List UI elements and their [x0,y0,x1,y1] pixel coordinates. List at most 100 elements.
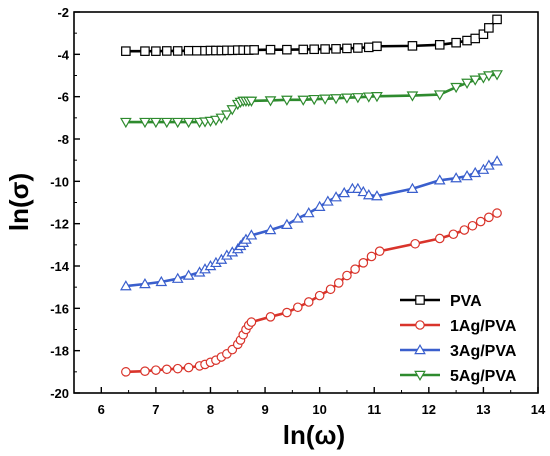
data-point [462,35,472,46]
data-point [182,117,195,129]
data-point [469,166,482,178]
y-tick-label: -8 [57,132,69,147]
data-point [469,75,482,86]
data-point [121,46,131,56]
data-point [162,364,172,375]
data-point [220,110,233,121]
data-point [353,43,363,53]
y-axis-label: ln(σ) [4,173,34,231]
series-2 [119,155,503,291]
data-point [492,208,502,218]
x-tick-label: 14 [531,402,546,417]
data-point [325,284,336,295]
legend-label: 3Ag/PVA [450,343,517,360]
data-point [162,46,172,56]
data-point [183,362,194,373]
data-point [371,190,383,201]
x-tick-label: 11 [367,402,381,417]
data-point [450,82,462,94]
data-point [366,251,377,262]
data-point [140,46,150,56]
data-point [150,117,162,129]
data-point [297,95,310,106]
x-tick-label: 10 [312,402,326,417]
data-point [160,117,173,129]
data-point [451,37,461,48]
data-point [249,45,259,55]
x-tick-label: 12 [422,402,436,417]
y-tick-label: -16 [50,301,69,316]
data-point [483,71,495,82]
data-point [265,311,276,322]
data-point [410,238,420,249]
legend-label: 5Ag/PVA [450,368,517,385]
data-point [362,92,375,103]
data-point [246,317,257,327]
data-point [293,302,303,313]
data-point [470,33,481,44]
y-tick-label: -18 [50,344,69,359]
data-point [491,70,503,81]
data-point [171,272,184,283]
data-point [308,94,321,106]
data-point [406,182,419,193]
data-point [151,46,161,56]
data-point [362,189,375,200]
data-point [320,44,330,54]
data-point [119,117,132,129]
x-tick-label: 7 [152,402,159,417]
x-tick-label: 8 [207,402,214,417]
data-point [434,233,445,244]
legend-label: PVA [450,293,482,310]
legend-marker [415,295,425,305]
data-point [351,93,364,104]
data-point [333,278,344,288]
data-point [298,44,309,55]
data-point [172,363,183,374]
y-tick-label: -6 [57,90,69,105]
data-point [319,94,331,105]
data-point [374,246,385,256]
data-point [265,44,276,55]
y-tick-label: -20 [50,386,69,401]
data-point [342,270,352,281]
data-point [264,223,277,235]
data-point [330,191,342,202]
data-point [245,229,258,240]
legend-label: 1Ag/PVA [450,318,517,335]
data-point [121,367,131,377]
data-point [303,297,314,307]
data-point [341,93,353,104]
data-point [215,113,228,124]
data-point [314,290,325,301]
plot-area [73,11,539,394]
x-axis-label: ln(ω) [283,420,345,450]
plot-border [73,11,539,394]
data-point [484,212,494,223]
data-point [350,264,360,274]
x-tick-label: 6 [98,402,105,417]
legend-marker [414,343,426,355]
data-point [342,43,352,54]
data-point [302,207,315,218]
data-point [491,155,503,166]
y-tick-label: -2 [57,5,69,20]
data-point [478,29,489,40]
data-point [467,220,478,231]
data-point [358,258,369,268]
series-0 [121,14,502,56]
data-point [461,78,473,89]
data-point [372,41,382,52]
data-point [282,307,292,318]
data-point [363,42,374,53]
y-tick-label: -4 [57,47,69,62]
data-point [484,23,494,33]
data-point [182,269,195,280]
data-point [192,45,202,56]
x-tick-label: 13 [476,402,490,417]
data-point [492,14,502,25]
data-point [282,44,292,55]
data-point [407,41,418,51]
data-point [406,91,419,102]
